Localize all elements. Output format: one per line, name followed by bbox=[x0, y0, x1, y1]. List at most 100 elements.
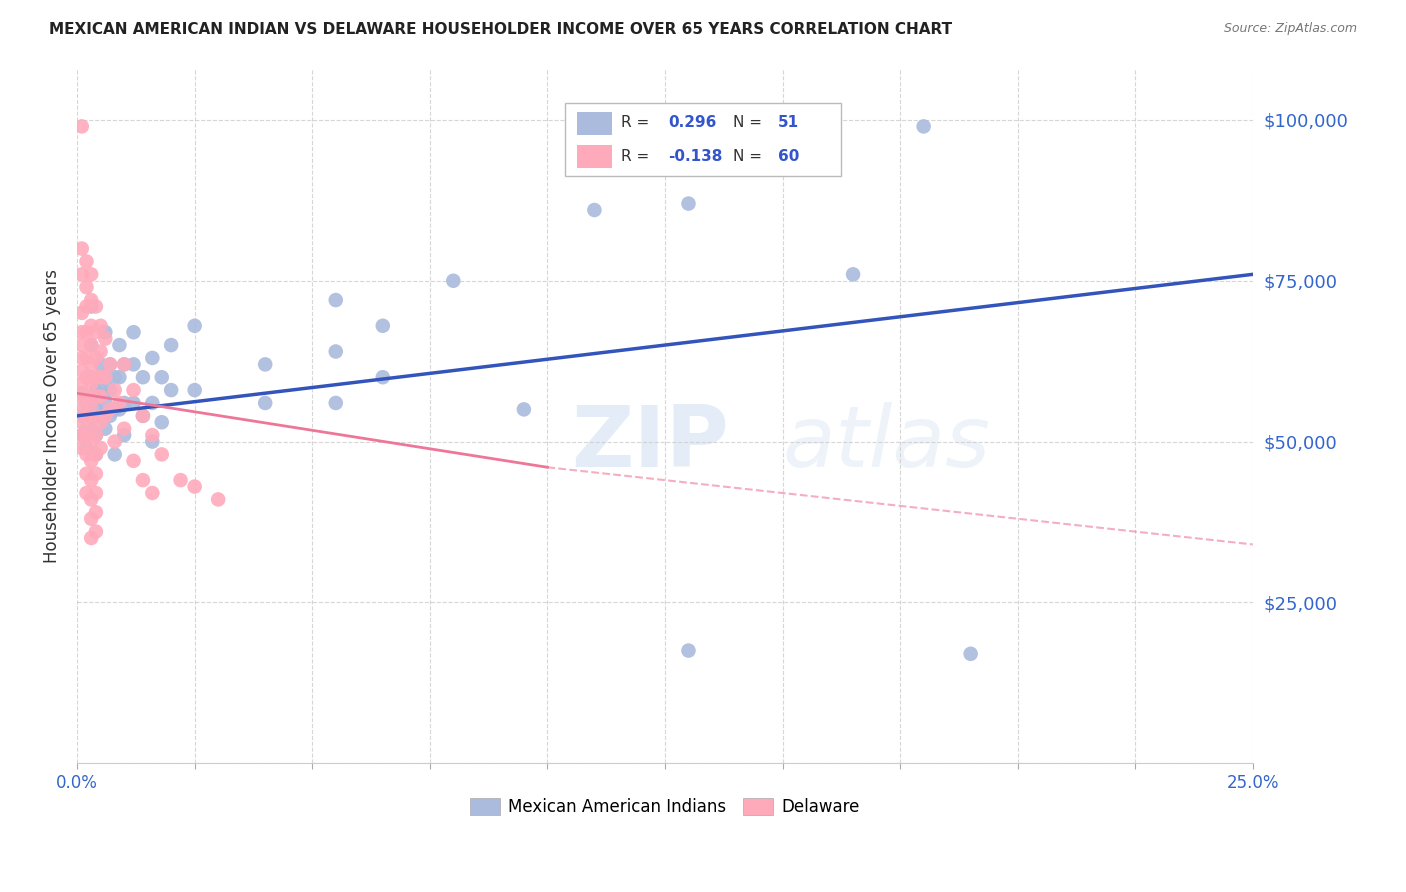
Point bbox=[183, 479, 205, 493]
Point bbox=[70, 242, 93, 256]
Point bbox=[80, 512, 103, 526]
Point bbox=[80, 434, 103, 449]
Point bbox=[76, 325, 98, 339]
Point bbox=[104, 447, 127, 461]
Point bbox=[183, 383, 205, 397]
Point bbox=[80, 415, 103, 429]
Point bbox=[84, 409, 107, 423]
Point bbox=[76, 254, 98, 268]
Text: N =: N = bbox=[733, 149, 768, 164]
Point bbox=[678, 196, 700, 211]
Point bbox=[80, 318, 103, 333]
Point bbox=[80, 338, 103, 352]
Point bbox=[80, 492, 103, 507]
Point bbox=[70, 428, 93, 442]
Text: 51: 51 bbox=[778, 114, 799, 129]
Point bbox=[583, 202, 606, 217]
FancyBboxPatch shape bbox=[576, 145, 612, 168]
Point bbox=[84, 390, 107, 404]
Point bbox=[70, 415, 93, 429]
Point bbox=[70, 441, 93, 455]
Point bbox=[441, 274, 464, 288]
Point bbox=[112, 357, 135, 371]
Point bbox=[76, 280, 98, 294]
Point bbox=[70, 390, 93, 404]
Point bbox=[80, 268, 103, 282]
Point bbox=[132, 370, 155, 384]
Point bbox=[112, 428, 135, 442]
Point bbox=[70, 325, 93, 339]
Point bbox=[112, 357, 135, 371]
Text: R =: R = bbox=[621, 149, 655, 164]
Text: N =: N = bbox=[733, 114, 768, 129]
Point bbox=[80, 454, 103, 468]
Point bbox=[76, 422, 98, 436]
Point bbox=[104, 370, 127, 384]
Point bbox=[80, 357, 103, 371]
Point bbox=[80, 531, 103, 545]
Point bbox=[325, 396, 347, 410]
Point bbox=[98, 402, 121, 417]
Text: 60: 60 bbox=[778, 149, 799, 164]
Y-axis label: Householder Income Over 65 years: Householder Income Over 65 years bbox=[44, 268, 60, 563]
Point bbox=[70, 402, 93, 417]
Point bbox=[254, 357, 277, 371]
Point bbox=[98, 383, 121, 397]
Point bbox=[132, 473, 155, 487]
Point bbox=[76, 351, 98, 365]
Point bbox=[108, 402, 131, 417]
Point bbox=[76, 467, 98, 481]
Point bbox=[108, 396, 131, 410]
Point bbox=[94, 409, 117, 423]
Point bbox=[98, 357, 121, 371]
Point bbox=[84, 524, 107, 539]
Text: R =: R = bbox=[621, 114, 655, 129]
Point bbox=[80, 473, 103, 487]
Point bbox=[160, 383, 183, 397]
Text: ZIP: ZIP bbox=[571, 402, 728, 485]
Point bbox=[98, 357, 121, 371]
Point bbox=[76, 441, 98, 455]
Point bbox=[90, 409, 112, 423]
Point bbox=[959, 647, 981, 661]
Point bbox=[90, 370, 112, 384]
Point bbox=[70, 268, 93, 282]
Point bbox=[325, 344, 347, 359]
Point bbox=[84, 402, 107, 417]
Point bbox=[104, 434, 127, 449]
Point bbox=[84, 300, 107, 314]
Point bbox=[84, 351, 107, 365]
Point bbox=[80, 293, 103, 307]
Point bbox=[76, 370, 98, 384]
Point bbox=[842, 268, 865, 282]
Point bbox=[150, 447, 173, 461]
Point bbox=[141, 486, 163, 500]
Point bbox=[84, 428, 107, 442]
Text: 0.296: 0.296 bbox=[668, 114, 717, 129]
Point bbox=[371, 370, 394, 384]
Point bbox=[84, 467, 107, 481]
Point bbox=[80, 338, 103, 352]
Point bbox=[141, 434, 163, 449]
Point bbox=[108, 370, 131, 384]
Point bbox=[76, 486, 98, 500]
Point bbox=[98, 409, 121, 423]
Point bbox=[70, 120, 93, 134]
Point bbox=[76, 428, 98, 442]
Point bbox=[84, 370, 107, 384]
Point bbox=[76, 300, 98, 314]
Point bbox=[513, 402, 536, 417]
Point bbox=[94, 396, 117, 410]
Point bbox=[80, 370, 103, 384]
Point bbox=[70, 351, 93, 365]
Point bbox=[90, 383, 112, 397]
Point bbox=[76, 390, 98, 404]
Point bbox=[80, 300, 103, 314]
Point bbox=[84, 447, 107, 461]
Point bbox=[254, 396, 277, 410]
Point bbox=[80, 422, 103, 436]
Point bbox=[122, 383, 145, 397]
Point bbox=[122, 396, 145, 410]
Point bbox=[108, 338, 131, 352]
Point bbox=[70, 386, 93, 401]
